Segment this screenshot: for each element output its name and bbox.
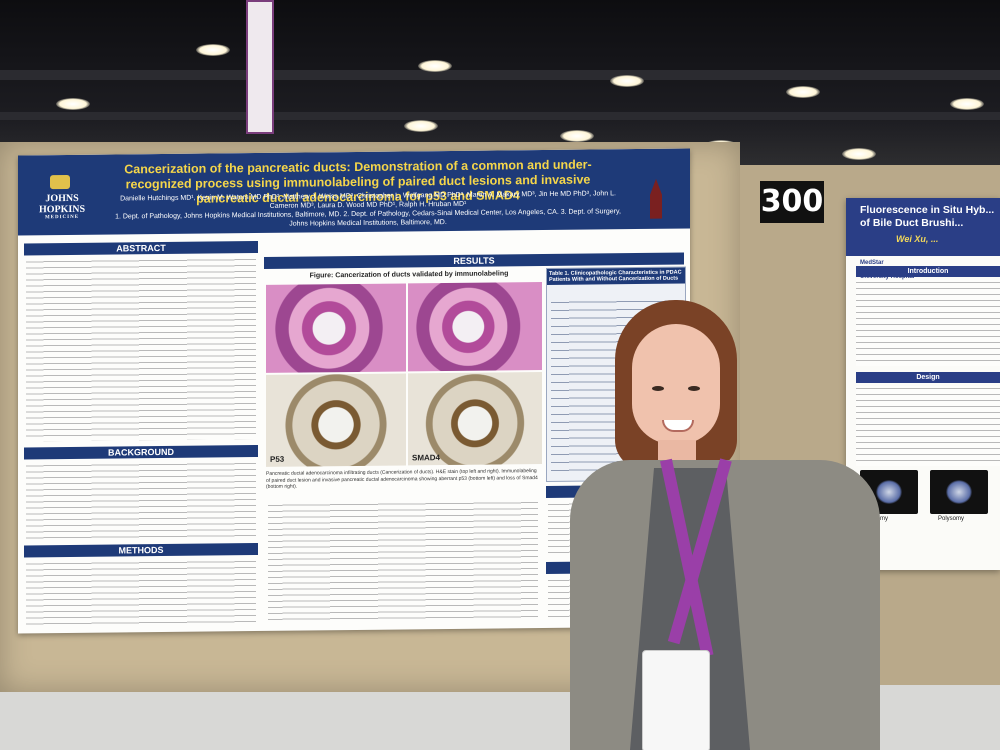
figure-caption: Pancreatic ductal adenocarcinoma infiltr… <box>266 468 538 490</box>
ceiling-beam <box>0 112 1000 120</box>
smad4-label: SMAD4 <box>412 453 441 463</box>
abstract-header: ABSTRACT <box>24 241 258 256</box>
ceiling-light <box>560 130 594 142</box>
fish-label-polysomy: Polysomy <box>938 516 965 522</box>
design-header: Design <box>856 372 1000 383</box>
side-poster-header: Fluorescence in Situ Hyb... of Bile Duct… <box>846 198 1000 256</box>
ceiling-light <box>950 98 984 110</box>
ceiling-light <box>404 120 438 132</box>
left-eye <box>652 386 664 391</box>
methods-body <box>26 559 256 628</box>
background-header: BACKGROUND <box>24 445 258 460</box>
fish-image-polysomy <box>930 470 988 514</box>
poster-header: JOHNS HOPKINS MEDICINE Cancerization of … <box>18 148 690 236</box>
ceiling-light <box>842 148 876 160</box>
presenter-person <box>560 300 890 750</box>
table-title: Table 1. Clinicopathologic Characteristi… <box>547 267 685 285</box>
hopkins-crest-icon <box>50 174 70 190</box>
poster-authors: Danielle Hutchings MD¹, Kevin M. Waters … <box>108 189 628 230</box>
side-poster-author: Wei Xu, ... <box>896 234 939 244</box>
hopkins-logo: JOHNS HOPKINS MEDICINE <box>24 193 100 221</box>
side-poster-title: Fluorescence in Situ Hyb... of Bile Duct… <box>860 204 995 229</box>
figure-title: Figure: Cancerization of ducts validated… <box>309 270 509 280</box>
abstract-body <box>26 257 256 442</box>
logo-text: JOHNS HOPKINS <box>38 192 86 216</box>
background-body <box>26 461 256 540</box>
ceiling-light <box>418 60 452 72</box>
p53-label: P53 <box>270 454 285 464</box>
face <box>632 324 720 444</box>
smad4-stain-image <box>408 372 542 466</box>
results-body <box>268 500 538 623</box>
logo-subtext: MEDICINE <box>44 214 80 221</box>
side-poster: Fluorescence in Situ Hyb... of Bile Duct… <box>846 198 1000 570</box>
booth-number: 300 <box>760 181 824 223</box>
ceiling-light <box>786 86 820 98</box>
dome-tower-icon <box>646 179 666 219</box>
design-body <box>856 386 1000 466</box>
hanging-sign <box>246 0 274 134</box>
right-eye <box>688 386 700 391</box>
ceiling-light <box>196 44 230 56</box>
methods-header: METHODS <box>24 543 258 558</box>
name-badge <box>642 650 710 750</box>
ceiling-light <box>610 75 644 87</box>
he-stain-image-left <box>266 283 406 373</box>
smile <box>662 420 694 432</box>
ceiling-light <box>56 98 90 110</box>
ceiling-beam <box>0 70 1000 80</box>
introduction-header: Introduction <box>856 266 1000 277</box>
p53-stain-image <box>266 373 406 467</box>
introduction-body <box>856 280 1000 366</box>
he-stain-image-right <box>408 282 542 372</box>
